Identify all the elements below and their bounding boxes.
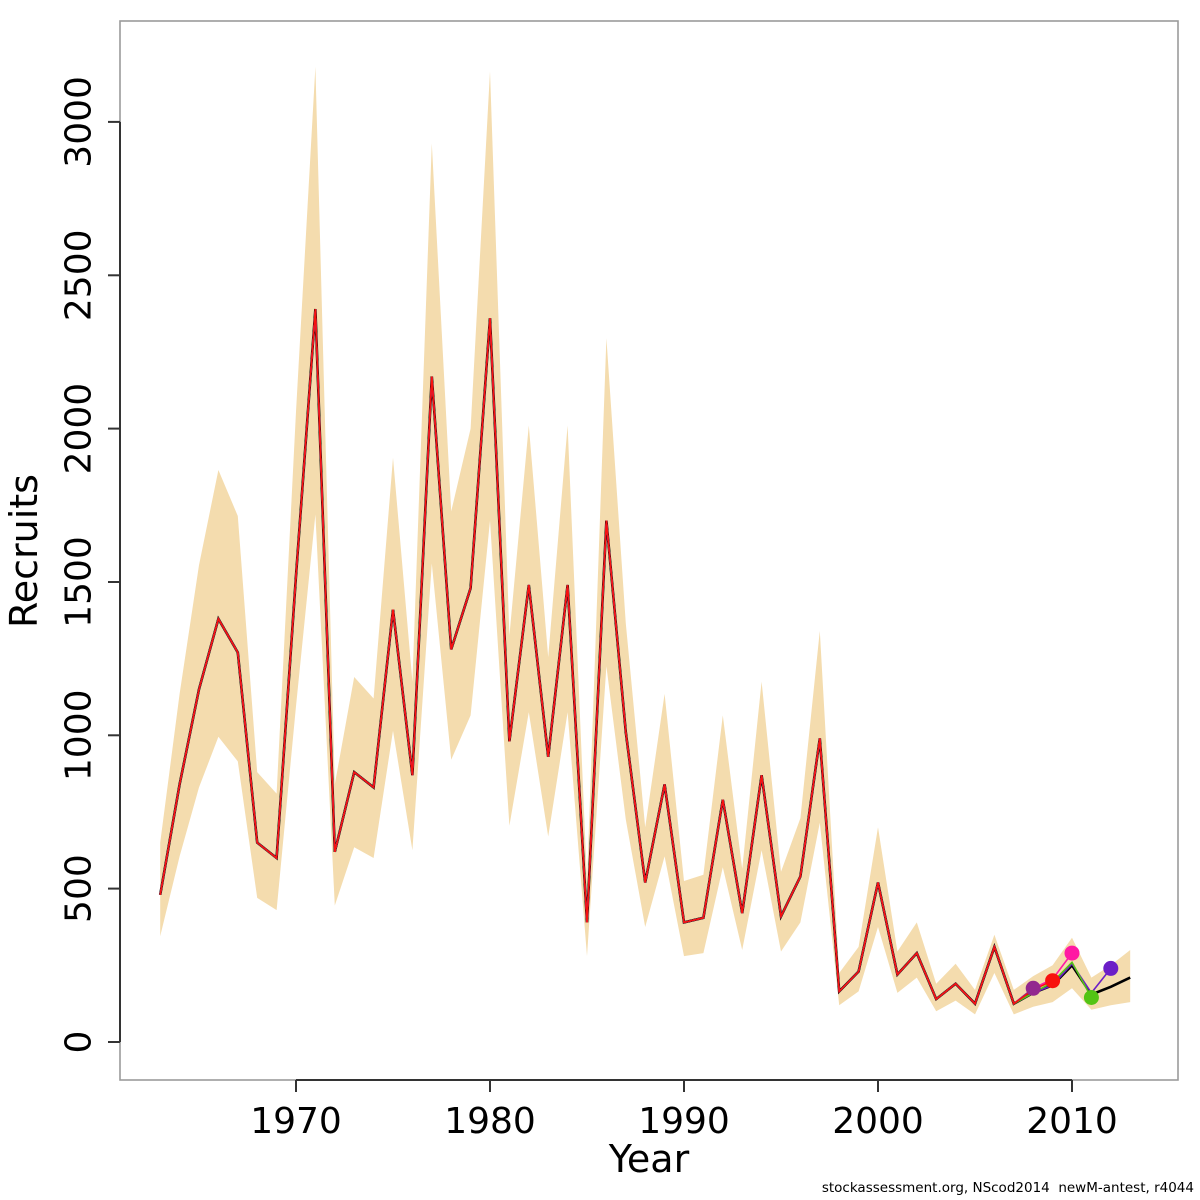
x-tick-label: 2000: [832, 1101, 924, 1142]
watermark-text: stockassessment.org, NScod2014 newM-ante…: [822, 1180, 1194, 1196]
retro-peel-2009-line: [159, 308, 1053, 1006]
retro-peel-2010-dot: [1064, 945, 1080, 961]
plot-area: [158, 66, 1131, 1015]
y-tick-label: 0: [59, 1031, 100, 1054]
retro-peel-2011-dot: [1083, 990, 1099, 1005]
y-tick-label: 500: [59, 854, 100, 923]
retro-peel-2009-dot: [1045, 973, 1061, 989]
x-tick-label: 1990: [638, 1101, 730, 1142]
retro-peel-2008-dot: [1025, 980, 1041, 996]
y-tick-label: 1000: [59, 689, 100, 781]
y-tick-label: 3000: [59, 76, 100, 168]
y-tick-label: 1500: [59, 536, 100, 628]
x-tick-label: 2010: [1026, 1101, 1118, 1142]
x-tick-label: 1970: [250, 1101, 342, 1142]
axes: 0 500 1000 1500 2000 2500 3000 1970 1980 1990 2000…: [59, 76, 1118, 1142]
retro-peel-2012-dot: [1103, 960, 1119, 976]
y-tick-label: 2000: [59, 383, 100, 475]
x-axis-title: Year: [608, 1137, 690, 1181]
y-axis-title: Recruits: [2, 474, 46, 628]
confidence-band: [160, 66, 1131, 1015]
x-tick-label: 1980: [444, 1101, 536, 1142]
y-tick-label: 2500: [59, 229, 100, 321]
